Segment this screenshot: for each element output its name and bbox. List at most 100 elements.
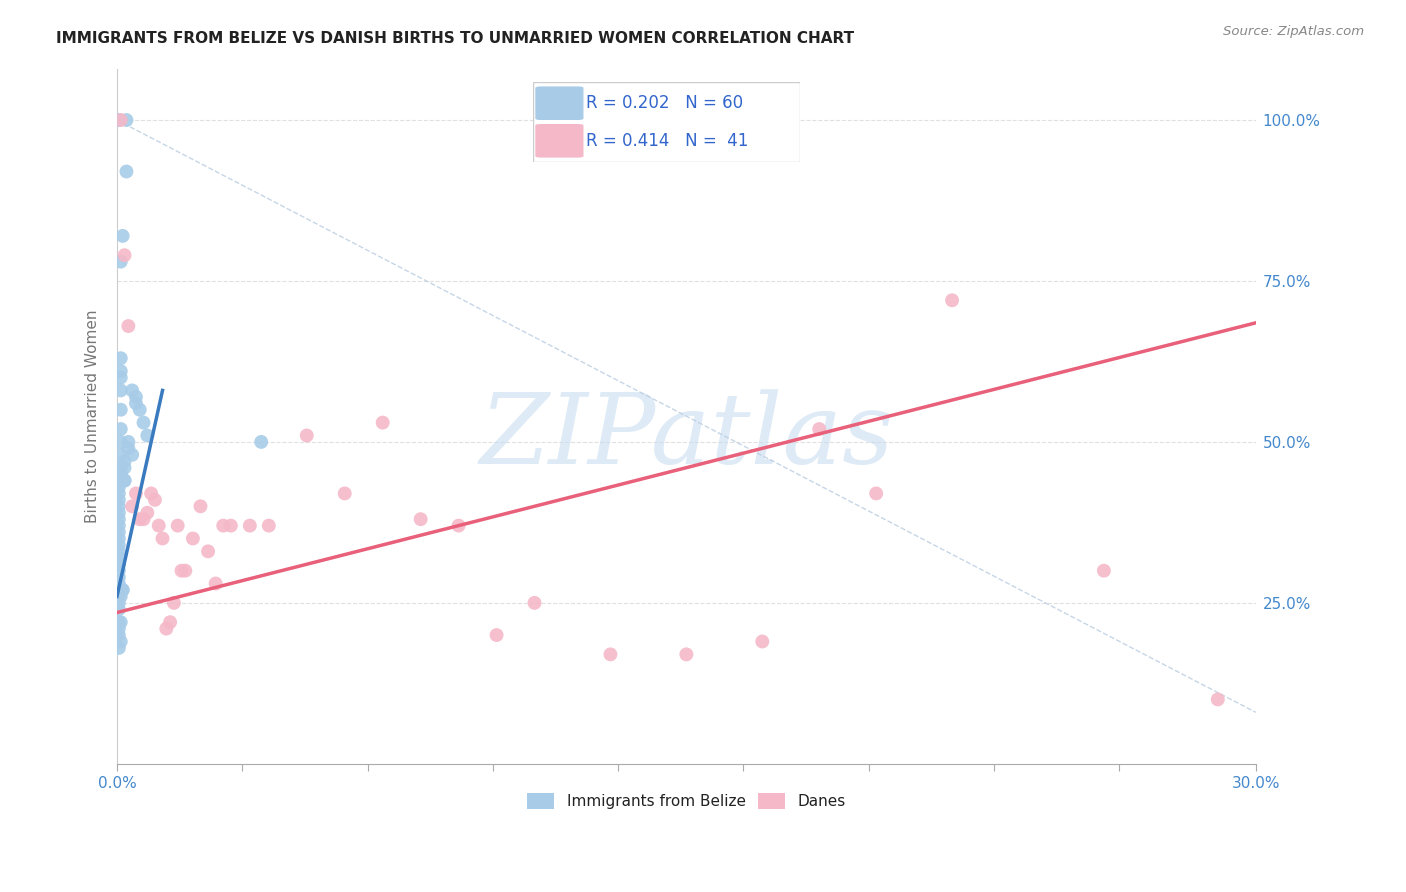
Point (108, 500, 131, 514)
Point (250, 434, 273, 449)
Point (152, 532, 174, 546)
Point (121, 500, 143, 514)
Point (941, 293, 963, 308)
Text: ZIPatlas: ZIPatlas (479, 390, 894, 484)
Point (108, 558, 131, 572)
Point (108, 628, 131, 642)
Point (239, 518, 262, 533)
Point (114, 248, 136, 262)
Point (174, 564, 197, 578)
Point (865, 486, 887, 500)
Point (108, 602, 131, 616)
Point (197, 544, 219, 558)
Point (110, 254, 132, 268)
Point (110, 460, 132, 475)
Point (212, 518, 235, 533)
Point (108, 622, 131, 636)
Point (108, 615, 131, 630)
Point (111, 582, 134, 597)
Point (114, 454, 136, 468)
Point (1206, 692, 1229, 706)
Point (751, 634, 773, 648)
Point (114, 474, 136, 488)
Point (159, 615, 181, 630)
Point (115, 113, 138, 128)
Point (110, 634, 132, 648)
Point (108, 486, 131, 500)
Point (117, 434, 139, 449)
Point (599, 648, 621, 662)
Point (181, 532, 204, 546)
Point (108, 564, 131, 578)
Point (110, 467, 132, 482)
Point (110, 467, 132, 482)
Point (110, 364, 132, 378)
Point (166, 518, 188, 533)
Point (110, 615, 132, 630)
Point (128, 402, 150, 417)
Point (136, 506, 159, 520)
Point (110, 448, 132, 462)
Point (110, 402, 132, 417)
Point (136, 428, 159, 442)
Point (110, 370, 132, 384)
Point (108, 596, 131, 610)
Point (111, 582, 134, 597)
Point (108, 590, 131, 604)
Y-axis label: Births to Unmarried Women: Births to Unmarried Women (86, 310, 100, 523)
Point (125, 486, 148, 500)
Point (121, 384, 143, 398)
Point (132, 512, 155, 526)
Point (371, 416, 394, 430)
Point (108, 506, 131, 520)
Point (108, 576, 131, 591)
Point (108, 532, 131, 546)
Point (115, 164, 138, 178)
Point (128, 512, 150, 526)
Text: Source: ZipAtlas.com: Source: ZipAtlas.com (1223, 25, 1364, 38)
Point (163, 596, 186, 610)
Point (110, 422, 132, 436)
Point (108, 544, 131, 558)
Point (110, 384, 132, 398)
Point (485, 628, 508, 642)
Point (148, 518, 170, 533)
Point (125, 396, 148, 410)
Point (110, 434, 132, 449)
Point (117, 442, 139, 456)
Point (110, 351, 132, 366)
Point (447, 518, 470, 533)
Point (523, 596, 546, 610)
Point (808, 422, 831, 436)
Point (110, 113, 132, 128)
Point (108, 538, 131, 552)
Point (155, 622, 177, 636)
Point (108, 113, 131, 128)
Point (114, 474, 136, 488)
Point (108, 524, 131, 539)
Point (409, 512, 432, 526)
Point (111, 228, 134, 243)
Point (108, 480, 131, 494)
Point (108, 512, 131, 526)
Point (108, 570, 131, 584)
Point (132, 416, 155, 430)
Point (143, 492, 166, 507)
Point (170, 564, 193, 578)
Point (110, 474, 132, 488)
Point (117, 319, 139, 334)
Point (1092, 564, 1115, 578)
Point (108, 492, 131, 507)
Text: IMMIGRANTS FROM BELIZE VS DANISH BIRTHS TO UNMARRIED WOMEN CORRELATION CHART: IMMIGRANTS FROM BELIZE VS DANISH BIRTHS … (56, 31, 855, 46)
Point (108, 582, 131, 597)
Point (108, 550, 131, 565)
Point (190, 500, 212, 514)
Point (204, 576, 226, 591)
Point (121, 448, 143, 462)
Point (139, 486, 162, 500)
Point (333, 486, 356, 500)
Legend: Immigrants from Belize, Danes: Immigrants from Belize, Danes (520, 787, 852, 815)
Point (108, 640, 131, 655)
Point (114, 460, 136, 475)
Point (110, 590, 132, 604)
